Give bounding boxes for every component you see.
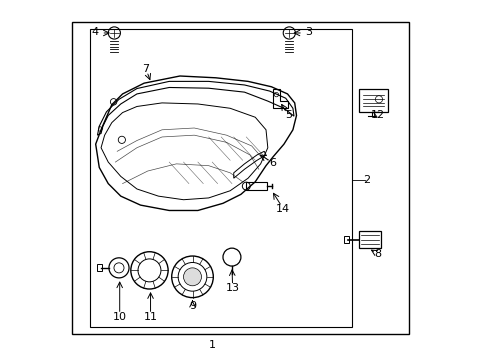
Text: 11: 11 <box>143 312 157 322</box>
Text: 5: 5 <box>284 111 291 121</box>
Bar <box>97 264 102 271</box>
Bar <box>359 231 380 248</box>
Text: 2: 2 <box>362 175 369 185</box>
Circle shape <box>183 268 201 286</box>
Bar <box>359 89 387 112</box>
Text: 3: 3 <box>305 27 312 37</box>
Text: 13: 13 <box>225 283 239 293</box>
Text: 7: 7 <box>142 64 149 74</box>
Text: 4: 4 <box>91 27 98 37</box>
Bar <box>90 30 351 327</box>
Text: 6: 6 <box>269 158 276 168</box>
Text: 8: 8 <box>374 249 381 259</box>
Bar <box>344 236 348 243</box>
Text: 14: 14 <box>276 204 290 214</box>
Text: 12: 12 <box>370 110 385 120</box>
Bar <box>246 182 266 190</box>
Text: 10: 10 <box>112 312 126 322</box>
Bar <box>72 22 408 334</box>
Text: 1: 1 <box>208 340 215 350</box>
Text: 9: 9 <box>188 301 196 311</box>
